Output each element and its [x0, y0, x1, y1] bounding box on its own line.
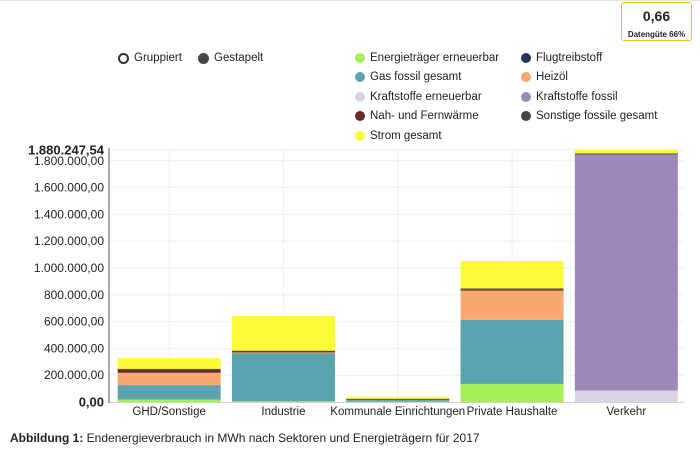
bar-segment	[460, 290, 564, 320]
y-tick-label: 1.880.247,54	[28, 143, 105, 158]
legend-item[interactable]: Sonstige fossile gesamt	[521, 107, 687, 127]
data-quality-label: Datengüte 66%	[627, 30, 686, 39]
bar-segment	[460, 319, 564, 384]
bar-segment	[117, 399, 221, 402]
view-option-grouped[interactable]: Gruppiert	[118, 51, 182, 65]
bar-segment	[231, 401, 335, 403]
view-option-label: Gestapelt	[214, 52, 264, 64]
y-tick-label: 1.800.000,00	[34, 154, 104, 168]
legend-swatch-icon	[521, 52, 531, 63]
x-tick-label: Private Haushalte	[467, 406, 558, 418]
legend-item[interactable]: Gas fossil gesamt	[355, 68, 521, 88]
legend-label: Nah- und Fernwärme	[370, 110, 479, 123]
y-tick-label: 1.000.000,00	[34, 261, 104, 275]
bar-segment	[460, 261, 564, 289]
view-option-stacked[interactable]: Gestapelt	[198, 51, 263, 65]
y-tick-label: 400.000,00	[44, 341, 104, 355]
legend-swatch-icon	[355, 72, 365, 83]
legend-label: Flugtreibstoff	[536, 51, 603, 64]
bar-stack	[231, 315, 335, 403]
legend-label: Kraftstoffe erneuerbar	[370, 90, 482, 103]
legend-swatch-icon	[355, 91, 365, 102]
bar-segment	[117, 372, 221, 386]
y-tick-label: 800.000,00	[44, 288, 104, 302]
legend-item[interactable]: Flugtreibstoff	[521, 48, 687, 68]
bar-stack	[117, 358, 221, 402]
x-tick-label: Industrie	[261, 406, 305, 418]
bar-segment	[231, 350, 335, 352]
figure-caption: Abbildung 1: Endenergieverbrauch in MWh …	[10, 431, 480, 445]
data-quality-badge: 0,66 Datengüte 66%	[621, 2, 692, 41]
legend-item[interactable]: Strom gesamt	[355, 126, 521, 146]
bar-segment	[231, 315, 335, 351]
legend-label: Gas fossil gesamt	[370, 71, 462, 84]
bar-segment	[346, 399, 450, 402]
data-quality-value: 0,66	[642, 8, 671, 24]
bar-stack	[574, 150, 678, 402]
legend-swatch-icon	[355, 130, 365, 141]
bar-segment	[460, 383, 564, 402]
y-tick-label: 200.000,00	[44, 368, 104, 382]
view-option-label: Gruppiert	[134, 52, 182, 64]
bar-segment	[460, 289, 564, 291]
radio-button-icon[interactable]	[118, 52, 129, 64]
x-tick-label: Kommunale Einrichtungen	[330, 406, 465, 418]
y-tick-label: 0,00	[79, 395, 104, 410]
legend-swatch-icon	[521, 91, 531, 102]
bar-segment	[574, 153, 678, 155]
bar-segment	[231, 353, 335, 402]
bar-stack	[346, 396, 450, 403]
bar-segment	[231, 351, 335, 353]
bar-segment	[574, 390, 678, 402]
bar-segment	[231, 352, 335, 354]
legend-item[interactable]: Heizöl	[521, 68, 687, 88]
legend-item[interactable]: Energieträger erneuerbar	[355, 48, 521, 68]
legend-item[interactable]: Nah- und Fernwärme	[355, 107, 521, 127]
bar-segment	[346, 399, 450, 401]
stacked-bar-chart: 0,00 200.000,00 400.000,00 600.000,00 800.00…	[28, 143, 684, 418]
legend-swatch-icon	[355, 111, 365, 122]
chart-legend: Energieträger erneuerbar Flugtreibstoff Ga…	[355, 48, 687, 146]
legend-item[interactable]: Kraftstoffe erneuerbar	[355, 87, 521, 107]
top-divider	[0, 0, 700, 1]
legend-label: Sonstige fossile gesamt	[536, 110, 658, 123]
bar-segment	[117, 368, 221, 370]
bar-segment	[117, 385, 221, 400]
bar-segment	[346, 396, 450, 399]
bar-segment	[574, 150, 678, 154]
legend-label: Strom gesamt	[370, 129, 442, 142]
bar-segment	[460, 288, 564, 290]
legend-label: Heizöl	[536, 71, 568, 84]
y-tick-label: 1.200.000,00	[34, 234, 104, 248]
legend-swatch-icon	[355, 52, 365, 63]
legend-label: Energieträger erneuerbar	[370, 51, 500, 64]
bar-segment	[346, 398, 450, 400]
x-tick-label: GHD/Sonstige	[132, 406, 206, 418]
bar-stack	[460, 261, 564, 402]
bar-segment	[574, 154, 678, 391]
x-tick-label: Verkehr	[607, 406, 647, 418]
bar-segment	[117, 369, 221, 373]
radio-button-icon[interactable]	[198, 52, 209, 64]
bar-segment	[117, 358, 221, 369]
y-tick-label: 600.000,00	[44, 315, 104, 329]
y-tick-label: 1.400.000,00	[34, 207, 104, 221]
figure-caption-text: Endenergieverbrauch in MWh nach Sektoren…	[86, 431, 480, 445]
figure-caption-prefix: Abbildung 1:	[10, 431, 84, 445]
y-tick-label: 1.600.000,00	[34, 181, 104, 195]
legend-swatch-icon	[521, 111, 531, 122]
legend-label: Kraftstoffe fossil	[536, 90, 618, 103]
legend-swatch-icon	[521, 72, 531, 83]
bar-stacks	[117, 150, 678, 403]
legend-item[interactable]: Kraftstoffe fossil	[521, 87, 687, 107]
